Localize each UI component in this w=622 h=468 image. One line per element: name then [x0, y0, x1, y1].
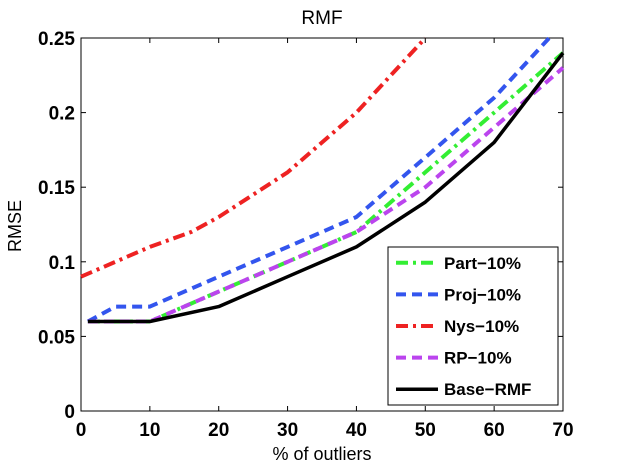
- y-tick-label: 0.15: [38, 178, 75, 199]
- legend-label: Base−RMF: [444, 380, 531, 399]
- x-tick-label: 20: [208, 420, 229, 441]
- legend: Part−10% Proj−10% Nys−10% RP−10% Base−RMF: [387, 246, 559, 406]
- legend-label: RP−10%: [444, 349, 512, 368]
- y-tick-label: 0.2: [49, 104, 75, 125]
- x-tick-label: 30: [277, 420, 298, 441]
- legend-box: [387, 246, 559, 406]
- legend-label: Proj−10%: [444, 285, 521, 304]
- x-axis-label: % of outliers: [272, 444, 371, 464]
- x-tick-label: 60: [484, 420, 505, 441]
- x-tick-label: 0: [76, 420, 87, 441]
- y-tick-label: 0: [64, 402, 75, 423]
- x-tick-label: 70: [552, 420, 573, 441]
- x-tick-label: 10: [139, 420, 160, 441]
- x-tick-label: 40: [346, 420, 367, 441]
- plot-area-frame: [80, 37, 564, 412]
- y-tick-label: 0.1: [49, 253, 76, 274]
- series-layer: [80, 36, 565, 324]
- axis-ticks: 0 10 20 30 40 50 60 70 0 0.05 0.1 0.15 0.2 0.25: [38, 29, 574, 441]
- series-line-nys-10: [80, 36, 427, 279]
- series-line-part-10: [87, 51, 565, 324]
- series-line-rp-10: [87, 66, 565, 324]
- y-tick-label: 0.05: [38, 327, 75, 348]
- series-line-base-rmf: [87, 51, 565, 324]
- y-axis-label: RMSE: [5, 200, 25, 252]
- legend-label: Nys−10%: [444, 317, 519, 336]
- x-tick-label: 50: [415, 420, 436, 441]
- series-line-proj-10: [86, 36, 551, 324]
- chart-title: RMF: [301, 8, 342, 29]
- legend-label: Part−10%: [444, 254, 521, 273]
- y-tick-label: 0.25: [38, 29, 75, 50]
